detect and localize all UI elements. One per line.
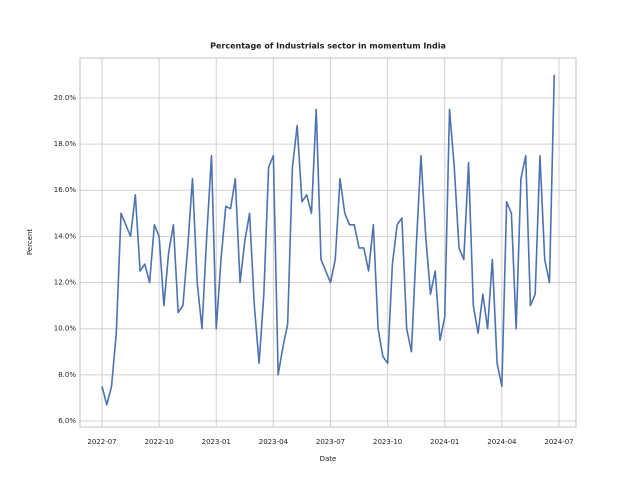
x-tick-label: 2024-04 <box>487 438 517 446</box>
x-tick-label: 2023-01 <box>202 438 231 446</box>
plot-frame <box>79 57 577 428</box>
y-tick-label: 16.0% <box>54 186 77 194</box>
y-tick-label: 6.0% <box>58 417 76 425</box>
y-axis-label: Percent <box>26 229 34 256</box>
x-tick-label: 2023-04 <box>259 438 289 446</box>
x-tick-label: 2023-07 <box>316 438 345 446</box>
y-tick-label: 14.0% <box>54 232 77 240</box>
y-tick-label: 18.0% <box>54 140 77 148</box>
plot-area <box>80 58 576 427</box>
y-tick-label: 10.0% <box>54 325 77 333</box>
x-tick-label: 2024-07 <box>544 438 573 446</box>
y-tick-label: 12.0% <box>54 279 77 287</box>
x-axis-label: Date <box>320 455 337 463</box>
x-tick-label: 2022-07 <box>87 438 116 446</box>
y-tick-label: 8.0% <box>58 371 76 379</box>
x-tick-label: 2023-10 <box>373 438 402 446</box>
x-tick-label: 2024-01 <box>430 438 459 446</box>
chart-title: Percentage of Industrials sector in mome… <box>210 42 446 51</box>
x-tick-label: 2022-10 <box>145 438 174 446</box>
data-line <box>101 74 556 406</box>
y-tick-label: 20.0% <box>54 94 77 102</box>
